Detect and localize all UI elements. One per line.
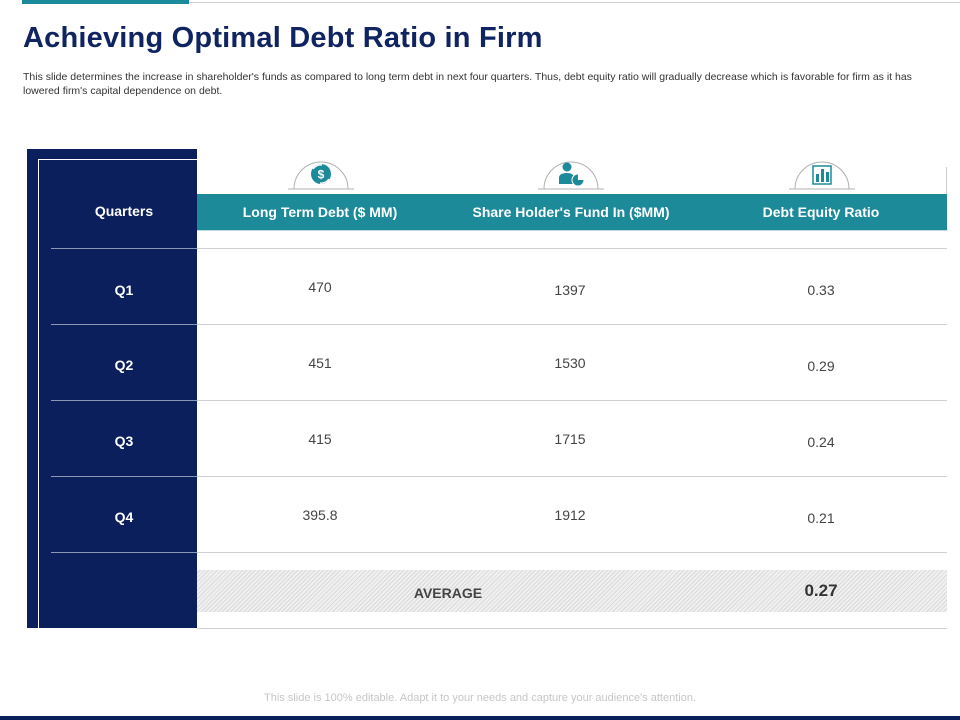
row-divider <box>51 476 197 477</box>
quarters-column-frame-top <box>38 159 197 160</box>
cell-q3-ratio: 0.24 <box>807 434 835 450</box>
cell-q2-fund: 1530 <box>554 355 586 371</box>
row-divider <box>51 248 197 249</box>
row-divider <box>197 400 947 401</box>
cell-q1-fund: 1397 <box>554 282 586 298</box>
cell-q1-debt: 470 <box>308 279 332 295</box>
row-label-q3: Q3 <box>114 433 134 449</box>
cell-q2-debt: 451 <box>308 355 332 371</box>
slide-subtitle: This slide determines the increase in sh… <box>23 71 912 97</box>
row-divider <box>197 248 947 249</box>
row-divider <box>51 400 197 401</box>
cell-q1-ratio: 0.33 <box>807 282 835 298</box>
row-divider <box>51 552 197 553</box>
slide-title: Achieving Optimal Debt Ratio in Firm <box>23 22 543 54</box>
row-label-q1: Q1 <box>114 282 134 298</box>
row-divider <box>197 552 947 553</box>
top-accent-bar <box>22 0 189 4</box>
person-chart-icon <box>536 156 606 190</box>
column-header-long-term-debt: Long Term Debt ($ MM) <box>242 204 398 220</box>
average-row-band <box>197 570 947 612</box>
average-label: AVERAGE <box>413 585 483 601</box>
row-divider <box>197 476 947 477</box>
svg-text:$: $ <box>318 168 325 182</box>
quarters-column-frame <box>38 159 39 628</box>
bottom-bar <box>0 716 960 720</box>
right-edge-line <box>946 167 947 195</box>
cell-q4-debt: 395.8 <box>302 507 338 523</box>
cell-q4-fund: 1912 <box>554 507 586 523</box>
row-divider <box>197 324 947 325</box>
cell-q3-fund: 1715 <box>554 431 586 447</box>
column-header-shareholder-fund: Share Holder's Fund In ($MM) <box>472 204 670 220</box>
dollar-cycle-icon: $ <box>286 156 356 190</box>
cell-q4-ratio: 0.21 <box>807 510 835 526</box>
row-label-q2: Q2 <box>114 357 134 373</box>
quarters-column <box>27 149 197 628</box>
bar-chart-icon <box>787 156 857 190</box>
row-header-quarters: Quarters <box>94 203 154 219</box>
column-header-debt-equity-ratio: Debt Equity Ratio <box>762 204 880 220</box>
footer-note: This slide is 100% editable. Adapt it to… <box>264 692 696 704</box>
table-header-underline <box>197 230 947 231</box>
row-divider <box>51 324 197 325</box>
row-label-q4: Q4 <box>114 509 134 525</box>
top-divider <box>189 2 960 3</box>
cell-q3-debt: 415 <box>308 431 332 447</box>
cell-q2-ratio: 0.29 <box>807 358 835 374</box>
average-value: 0.27 <box>804 581 838 600</box>
row-divider <box>197 628 947 629</box>
table-header-band <box>197 194 947 230</box>
